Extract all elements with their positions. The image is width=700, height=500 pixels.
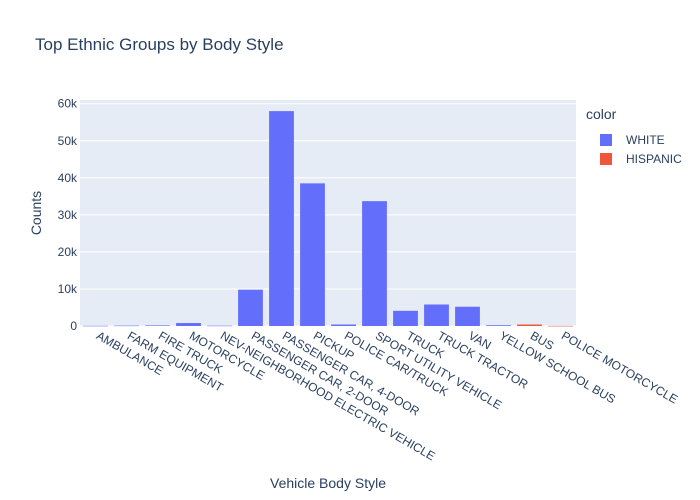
legend: color WHITE HISPANIC xyxy=(586,106,682,168)
bar-white[interactable] xyxy=(424,304,449,326)
legend-label-white: WHITE xyxy=(626,132,665,147)
bar-white[interactable] xyxy=(83,325,108,327)
y-axis-label: Counts xyxy=(28,190,44,236)
y-tick-label: 10k xyxy=(58,282,78,296)
bar-white[interactable] xyxy=(393,310,418,326)
bar-white[interactable] xyxy=(176,323,201,326)
bar-white[interactable] xyxy=(145,325,170,326)
bar-white[interactable] xyxy=(207,325,232,327)
plot-area xyxy=(80,100,576,326)
chart-title: Top Ethnic Groups by Body Style xyxy=(35,35,284,54)
x-axis-label: Vehicle Body Style xyxy=(270,475,386,491)
bar-white[interactable] xyxy=(238,289,263,326)
bar-white[interactable] xyxy=(455,306,480,326)
legend-swatch-white xyxy=(600,133,612,146)
y-tick-label: 50k xyxy=(58,134,78,148)
bar-hispanic[interactable] xyxy=(517,324,542,326)
legend-item-hispanic[interactable]: HISPANIC xyxy=(600,149,682,168)
legend-swatch-hispanic xyxy=(600,152,612,165)
bar-white[interactable] xyxy=(331,324,356,326)
y-tick-label: 30k xyxy=(58,208,78,222)
legend-title: color xyxy=(586,106,617,122)
x-tick-label: POLICE MOTORCYCLE xyxy=(559,328,680,406)
legend-label-hispanic: HISPANIC xyxy=(626,151,682,166)
bar-white[interactable] xyxy=(269,111,294,327)
x-tick-label: YELLOW SCHOOL BUS xyxy=(497,328,618,406)
bar-hispanic[interactable] xyxy=(548,325,573,327)
y-tick-label: 60k xyxy=(58,97,78,111)
y-tick-label: 20k xyxy=(58,245,78,259)
bar-white[interactable] xyxy=(486,325,511,326)
bar-white[interactable] xyxy=(300,183,325,326)
bar-white[interactable] xyxy=(362,201,387,326)
y-tick-label: 0 xyxy=(70,319,77,333)
y-tick-label: 40k xyxy=(58,171,78,185)
legend-item-white[interactable]: WHITE xyxy=(600,130,682,149)
bar-white[interactable] xyxy=(114,325,139,327)
